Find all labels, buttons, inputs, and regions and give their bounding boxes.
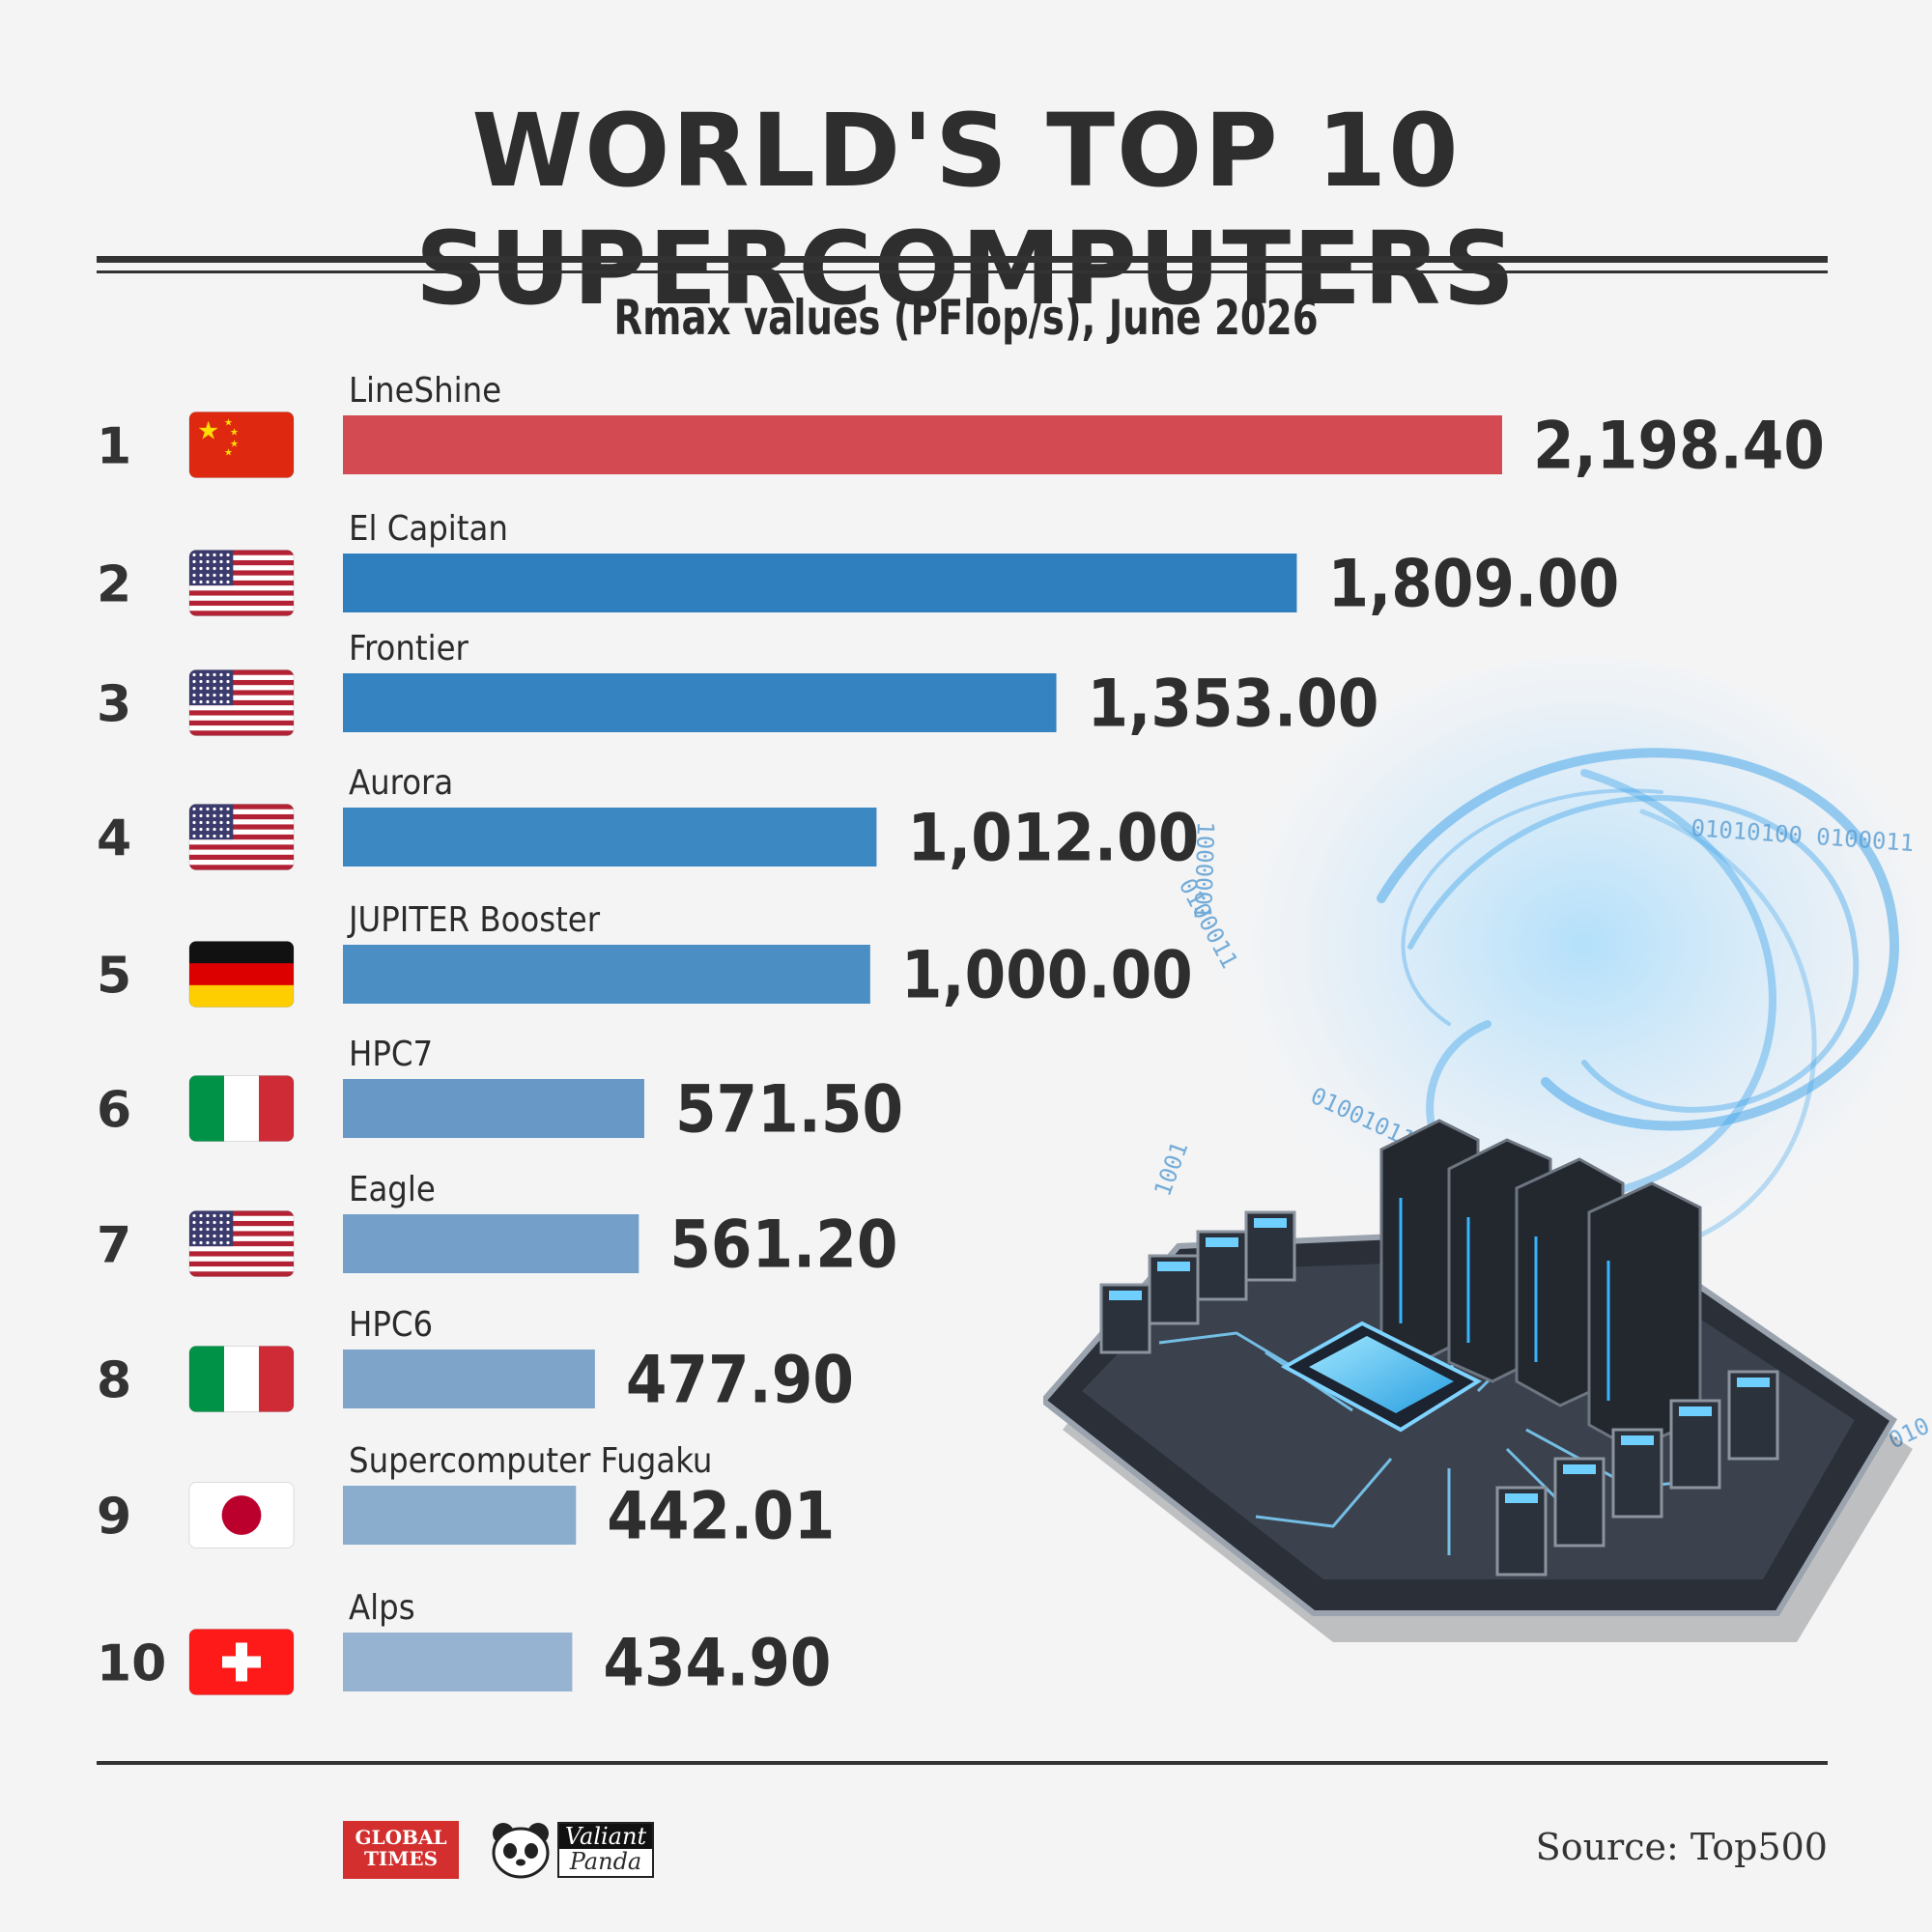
value-label: 442.01 <box>607 1479 835 1555</box>
bar <box>343 554 1297 612</box>
global-times-logo-line1: GLOBAL <box>355 1826 447 1849</box>
bar <box>343 945 870 1004</box>
bar-label: JUPITER Booster <box>347 900 601 940</box>
bar-label: LineShine <box>349 371 501 411</box>
value-label: 2,198.40 <box>1533 409 1825 485</box>
svg-text:★: ★ <box>230 428 239 439</box>
value-label: 477.90 <box>626 1343 854 1419</box>
swirl <box>1377 748 1899 1259</box>
bar <box>343 1214 639 1273</box>
switzerland-flag-icon <box>188 1629 295 1695</box>
usa-flag-icon <box>188 1210 295 1277</box>
bar-label: El Capitan <box>349 509 508 549</box>
valiant-panda-line1: Valiant <box>559 1824 652 1849</box>
rank-label: 8 <box>97 1352 131 1410</box>
chart-subtitle: Rmax values (PFlop/s), June 2026 <box>613 290 1319 346</box>
valiant-panda-logo: Valiant Panda <box>488 1816 662 1884</box>
bar-row: 5 JUPITER Booster 1,000.00 <box>97 900 1193 1014</box>
bar <box>343 1486 577 1545</box>
bar-label: Alps <box>349 1588 415 1628</box>
usa-flag-icon <box>188 669 295 736</box>
global-times-logo: GLOBAL TIMES <box>343 1821 459 1879</box>
italy-flag-icon <box>188 1075 295 1142</box>
rank-label: 6 <box>97 1082 131 1140</box>
rank-label: 10 <box>97 1635 166 1693</box>
bar <box>343 673 1057 732</box>
svg-text:★: ★ <box>224 418 233 429</box>
global-times-logo-line2: TIMES <box>363 1847 439 1870</box>
page-title: WORLD'S TOP 10 SUPERCOMPUTERS <box>414 92 1518 327</box>
value-label: 434.90 <box>603 1626 831 1702</box>
rank-label: 1 <box>97 418 131 476</box>
bar <box>343 1633 573 1691</box>
supercomputer-illustration: 0100011 01010100 0100011 01001011 010 10… <box>1043 657 1932 1642</box>
italy-flag-icon <box>188 1346 295 1412</box>
cpu-chip <box>1309 1336 1454 1413</box>
bar-row: 4 Aurora 1,012.00 <box>97 763 1199 877</box>
svg-text:★: ★ <box>224 448 233 459</box>
value-label: 1,012.00 <box>907 801 1199 877</box>
binary-text-e: 1000001 <box>1188 821 1219 920</box>
bar-row: 3 Frontier 1,353.00 <box>97 629 1378 743</box>
rank-label: 7 <box>97 1217 131 1275</box>
source-note: Source: Top500 <box>1535 1826 1828 1868</box>
svg-text:★: ★ <box>230 440 239 450</box>
bar-row: 6 HPC7 571.50 <box>97 1035 903 1149</box>
bar-label: HPC6 <box>349 1305 433 1345</box>
bar-row: 7 Eagle 561.20 <box>97 1170 897 1284</box>
bar <box>343 1079 644 1138</box>
bar-label: Eagle <box>349 1170 436 1209</box>
module-lights <box>1109 1218 1770 1503</box>
rank-label: 3 <box>97 676 131 734</box>
rank-label: 2 <box>97 556 131 614</box>
value-label: 1,000.00 <box>901 938 1193 1014</box>
germany-flag-icon <box>188 941 295 1008</box>
bar-row: 2 El Capitan 1,809.00 <box>97 509 1619 623</box>
rank-label: 9 <box>97 1489 131 1547</box>
title-rule-thin <box>97 270 1828 273</box>
bar-row: 8 HPC6 477.90 <box>97 1305 854 1419</box>
bottom-rule <box>97 1761 1828 1765</box>
bar-row: 10 Alps 434.90 <box>97 1588 831 1702</box>
title-rule-thick <box>97 256 1828 263</box>
bar <box>343 808 877 867</box>
bar-label: Aurora <box>349 763 453 803</box>
value-label: 561.20 <box>669 1208 897 1284</box>
japan-flag-icon <box>188 1482 295 1548</box>
bar-label: Supercomputer Fugaku <box>349 1441 712 1481</box>
bar <box>343 1350 595 1408</box>
rank-label: 5 <box>97 948 131 1006</box>
valiant-panda-line2: Panda <box>569 1848 642 1875</box>
value-label: 1,353.00 <box>1088 667 1379 743</box>
bar-label: HPC7 <box>349 1035 433 1074</box>
usa-flag-icon <box>188 550 295 616</box>
rank-label: 4 <box>97 810 131 868</box>
value-label: 571.50 <box>675 1072 903 1149</box>
valiant-panda-wordmark: Valiant Panda <box>557 1822 654 1878</box>
usa-flag-icon <box>188 804 295 870</box>
server-racks <box>1379 1119 1702 1451</box>
glow-halo <box>1217 657 1932 1294</box>
bar <box>343 415 1502 474</box>
china-flag-icon: ★ ★★★★ <box>188 412 295 478</box>
svg-text:★: ★ <box>197 417 219 446</box>
panda-icon <box>492 1823 550 1879</box>
bar-label: Frontier <box>349 629 469 668</box>
value-label: 1,809.00 <box>1327 547 1619 623</box>
